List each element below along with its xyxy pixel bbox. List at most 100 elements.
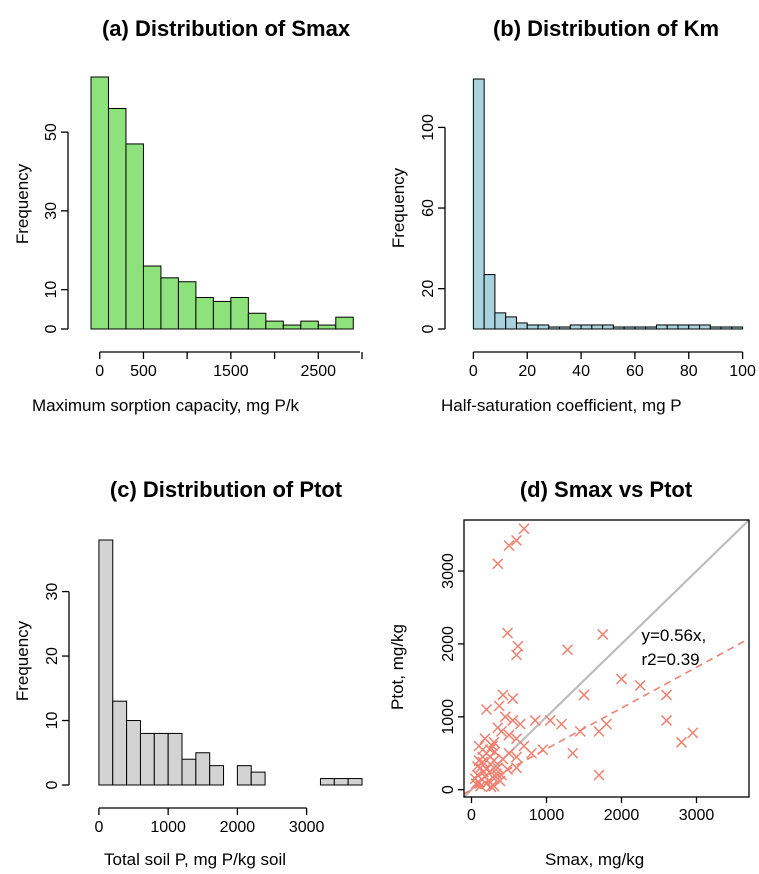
x-tick-label: 1000	[150, 819, 186, 836]
scatter-point	[480, 703, 493, 716]
scatter-point	[660, 689, 673, 701]
histogram-bar	[212, 300, 232, 330]
histogram-bar	[580, 324, 593, 330]
histogram-bar	[666, 324, 679, 330]
histogram-bar	[591, 324, 604, 330]
histogram-bar	[335, 316, 354, 330]
x-tick-label: 2500	[300, 363, 336, 380]
histogram-bar	[548, 326, 561, 330]
scatter-point	[484, 758, 496, 770]
fit-equation-label: y=0.56x,	[642, 626, 707, 645]
histogram-bar	[677, 324, 690, 330]
histogram-bar	[602, 324, 614, 330]
histogram-bar	[195, 297, 214, 330]
histogram-bar	[731, 326, 744, 330]
y-tick-label: 10	[44, 712, 61, 730]
plot-frame	[463, 519, 750, 798]
scatter-point	[510, 534, 523, 546]
x-tick-label: 1500	[213, 363, 249, 380]
panel-c-xlabel: Total soil P, mg P/kg soil	[104, 850, 286, 869]
y-tick-label: 20	[420, 280, 437, 298]
scatter-point	[512, 640, 524, 652]
y-tick-label: 100	[420, 114, 437, 141]
scatter-point	[501, 627, 514, 639]
histogram-bar	[526, 324, 539, 330]
histogram-bar	[247, 312, 267, 330]
scatter-point	[597, 628, 609, 640]
histogram-bar	[250, 771, 266, 786]
histogram-bar	[655, 324, 668, 330]
y-tick-label: 60	[420, 199, 437, 217]
histogram-bar	[142, 265, 162, 330]
scatter-point	[561, 644, 574, 656]
scatter-point	[510, 751, 523, 763]
x-tick-label: 0	[94, 819, 103, 836]
histogram-bar	[125, 143, 144, 330]
histogram-bar	[623, 326, 636, 330]
scatter-point	[514, 718, 526, 730]
panel-b-xlabel: Half-saturation coefficient, mg P	[441, 396, 682, 415]
y-tick-label: 0	[44, 780, 61, 789]
panel-a-title: (a) Distribution of Smax	[102, 16, 351, 41]
histogram-bar	[347, 778, 363, 786]
panel-a-ylabel: Frequency	[13, 163, 32, 244]
y-tick-label: 3000	[440, 553, 457, 589]
x-tick-label: 20	[518, 363, 536, 380]
scatter-point	[494, 775, 506, 787]
histogram-bar	[317, 324, 337, 330]
scatter-point	[495, 725, 508, 737]
histogram-bar	[505, 316, 517, 330]
y-tick-label: 0	[440, 785, 457, 794]
scatter-point	[578, 689, 590, 701]
histogram-bar	[167, 732, 183, 786]
scatter-point	[497, 689, 509, 701]
panel-c-title: (c) Distribution of Ptot	[110, 477, 343, 502]
histogram-bar	[612, 326, 625, 330]
x-tick-label: 2000	[604, 807, 640, 824]
histogram-bar	[195, 752, 211, 786]
histogram-bar	[209, 765, 225, 786]
panel-d-scatter: 0 1000 2000 3000 0 1000 2000 3000	[440, 519, 750, 824]
histogram-bar	[282, 324, 302, 330]
histogram-bar	[126, 720, 141, 786]
histogram-bar	[265, 320, 284, 330]
scatter-point	[488, 736, 500, 748]
histogram-bar	[634, 326, 647, 330]
y-tick-label: 10	[43, 281, 60, 299]
y-tick-label: 20	[44, 647, 61, 665]
regression-line	[463, 637, 750, 795]
panel-b-histogram: 0 20 40 60 80 100 0 20 60 100	[420, 78, 756, 380]
scatter-point	[675, 736, 688, 748]
scatter-point	[529, 714, 541, 726]
scatter-point	[490, 768, 502, 780]
scatter-point	[510, 762, 523, 774]
scatter-point	[593, 769, 605, 781]
histogram-bar	[139, 732, 155, 786]
histogram-bar	[709, 326, 722, 330]
y-tick-label: 0	[420, 324, 437, 333]
scatter-point	[470, 778, 482, 790]
histogram-bar	[720, 326, 733, 330]
x-tick-label: 0	[95, 363, 104, 380]
scatter-point	[660, 714, 673, 726]
scatter-point	[507, 693, 519, 705]
scatter-point	[492, 558, 504, 570]
x-tick-label: 2000	[220, 819, 256, 836]
x-tick-label: 500	[130, 363, 157, 380]
x-tick-label: 60	[626, 363, 644, 380]
panel-d-ylabel: Ptot, mg/kg	[388, 624, 407, 710]
x-tick-label: 0	[467, 807, 476, 824]
y-tick-label: 1000	[440, 699, 457, 735]
x-tick-label: 40	[572, 363, 590, 380]
histogram-bar	[98, 539, 114, 786]
y-tick-label: 2000	[440, 626, 457, 662]
panel-c-ylabel: Frequency	[13, 620, 32, 701]
scatter-point	[518, 523, 530, 535]
histogram-bar	[181, 758, 197, 786]
panel-b-ylabel: Frequency	[389, 167, 408, 248]
scatter-point	[493, 700, 505, 712]
panel-c-histogram: 0 1000 2000 3000 0 10 20 30	[44, 539, 363, 836]
scatter-point	[555, 718, 568, 730]
scatter-point	[510, 649, 523, 661]
